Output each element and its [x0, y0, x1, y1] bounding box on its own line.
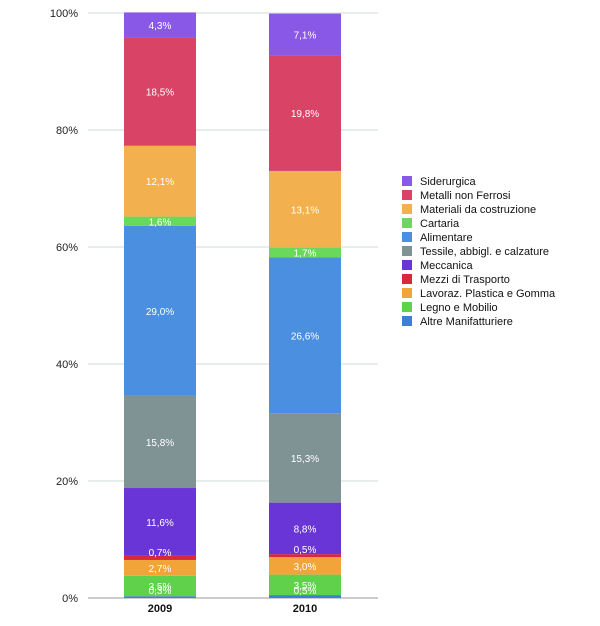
x-axis: 2009 2010	[148, 603, 317, 615]
legend-swatch	[402, 218, 412, 228]
bar-segment	[124, 488, 196, 556]
x-category-label: 2010	[293, 603, 317, 615]
bar-segment	[269, 170, 341, 248]
bar-segment	[269, 413, 341, 503]
data-label: 0,5%	[294, 586, 317, 597]
legend-label: Tessile, abbigl. e calzature	[420, 246, 549, 258]
legend-label: Mezzi di Trasporto	[420, 274, 510, 286]
data-label: 7,1%	[294, 30, 317, 41]
bar-segment	[269, 247, 341, 258]
legend-swatch	[402, 176, 412, 186]
data-label: 1,6%	[149, 217, 172, 228]
legend-label: Altre Manifatturiere	[420, 316, 513, 328]
legend-label: Alimentare	[420, 232, 473, 244]
bar-segment	[269, 595, 341, 598]
data-label: 11,6%	[146, 518, 174, 529]
bar-segment	[124, 225, 196, 396]
legend-swatch	[402, 274, 412, 284]
data-label: 26,6%	[291, 331, 319, 342]
legend-swatch	[402, 204, 412, 214]
data-label: 2,7%	[149, 564, 172, 575]
data-label: 15,8%	[146, 438, 174, 449]
bar-segment	[124, 575, 196, 597]
bar-segment	[124, 145, 196, 217]
data-label: 12,1%	[146, 177, 174, 188]
legend-swatch	[402, 190, 412, 200]
bar-segment	[269, 574, 341, 596]
legend-swatch	[402, 288, 412, 298]
bar-segment	[124, 395, 196, 489]
data-label: 29,0%	[146, 307, 174, 318]
bar-segment	[269, 257, 341, 414]
legend-label: Cartaria	[420, 218, 460, 230]
data-label: 3,5%	[294, 581, 317, 592]
legend-label: Materiali da costruzione	[420, 204, 536, 216]
y-tick-label: 0%	[62, 593, 78, 605]
data-label: 3,5%	[149, 582, 172, 593]
data-label: 13,1%	[291, 205, 319, 216]
bar-segment	[124, 559, 196, 576]
data-label: 19,8%	[291, 109, 319, 120]
legend-label: Siderurgica	[420, 176, 477, 188]
data-label: 0,3%	[149, 586, 172, 597]
bars: 0,3%3,5%2,7%0,7%11,6%15,8%29,0%1,6%12,1%…	[124, 12, 341, 598]
legend-label: Meccanica	[420, 260, 473, 272]
bar-segment	[124, 216, 196, 226]
bar-segment	[124, 37, 196, 146]
data-label: 0,5%	[294, 545, 317, 556]
data-label: 1,7%	[294, 249, 317, 260]
data-label: 15,3%	[291, 454, 319, 465]
data-label: 4,3%	[149, 21, 172, 32]
y-tick-label: 20%	[56, 476, 78, 488]
legend-swatch	[402, 246, 412, 256]
legend-label: Metalli non Ferrosi	[420, 190, 510, 202]
y-tick-label: 100%	[50, 8, 78, 20]
legend-swatch	[402, 232, 412, 242]
bar-segment	[269, 13, 341, 56]
bar-segment	[124, 596, 196, 598]
bar-segment	[269, 554, 341, 558]
data-label: 8,8%	[294, 524, 317, 535]
bar-segment	[124, 555, 196, 560]
legend-swatch	[402, 316, 412, 326]
data-label: 3,0%	[294, 562, 317, 573]
bar-segment	[269, 55, 341, 171]
y-axis: 0% 20% 40% 60% 80% 100%	[50, 8, 78, 605]
legend: Siderurgica Metalli non Ferrosi Materiali …	[402, 176, 556, 328]
bar-segment	[269, 557, 341, 575]
legend-swatch	[402, 260, 412, 270]
bar-segment	[124, 12, 196, 38]
y-tick-label: 40%	[56, 359, 78, 371]
data-label: 0,7%	[149, 548, 172, 559]
legend-label: Lavoraz. Plastica e Gomma	[420, 288, 556, 300]
x-category-label: 2009	[148, 603, 172, 615]
legend-swatch	[402, 302, 412, 312]
legend-label: Legno e Mobilio	[420, 302, 498, 314]
y-tick-label: 60%	[56, 242, 78, 254]
bar-segment	[269, 502, 341, 555]
data-label: 18,5%	[146, 88, 174, 99]
y-tick-label: 80%	[56, 125, 78, 137]
